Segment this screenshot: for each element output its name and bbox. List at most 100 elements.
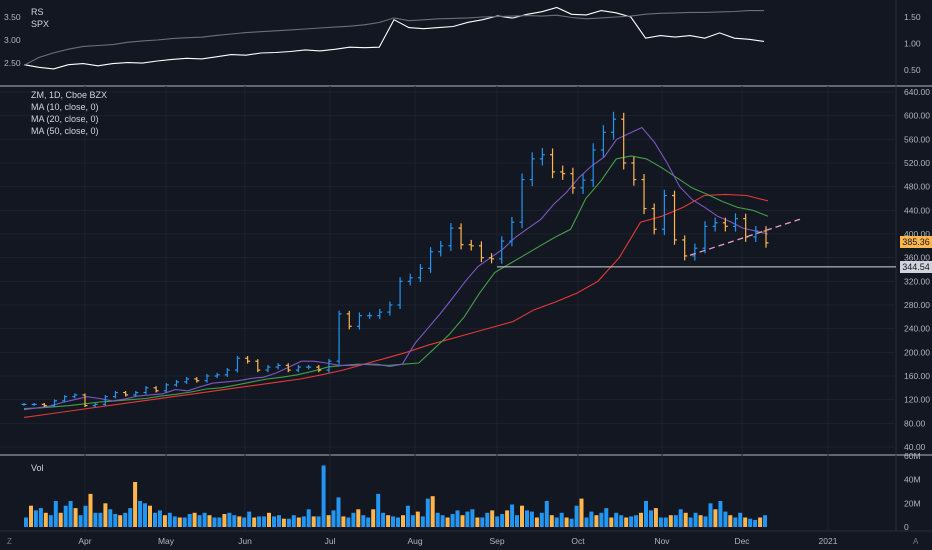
volume-bar [48,515,53,527]
volume-bar [192,512,197,527]
price-tick-label: 160.00 [904,371,930,381]
volume-bar [391,516,395,527]
price-bar [682,235,688,261]
volume-bar [574,505,579,527]
volume-bar [738,512,743,527]
volume-bar [673,515,678,527]
symbol-title[interactable]: ZM, 1D, Cboe BZX [31,90,108,100]
volume-bar [495,516,500,527]
volume-bar [366,517,371,527]
price-bar [580,174,586,194]
price-panel[interactable] [21,111,897,408]
volume-bar [257,516,262,527]
rs-legend-spx: SPX [31,19,50,29]
volume-bar [68,501,73,527]
price-legend: ZM, 1D, Cboe BZX MA (10, close, 0) MA (2… [31,89,107,137]
volume-bar [663,517,668,527]
volume-bar [321,465,326,527]
volume-bar [346,517,351,527]
volume-bar [217,517,222,527]
volume-bar [202,512,207,527]
price-bar [550,148,556,179]
volume-bar [247,511,252,527]
price-bar [621,112,627,170]
volume-title[interactable]: Vol [31,463,44,473]
price-bar [51,399,57,408]
price-bar [539,148,545,166]
timezone-icon[interactable]: Z [7,537,12,546]
volume-bar [559,512,564,527]
volume-bar [98,512,103,527]
price-bar [489,253,495,264]
volume-bar [594,515,599,527]
time-tick-label: Jul [325,536,336,546]
volume-bar [33,510,38,527]
volume-bar [629,516,634,527]
price-bar [509,216,515,247]
rs-panel[interactable] [23,6,765,70]
price-bar [336,310,342,365]
price-bar [417,264,423,283]
volume-bar [78,515,83,527]
volume-bar [371,509,376,528]
volume-bar [401,515,405,527]
price-bar [499,236,505,264]
volume-bar [649,510,653,527]
last-price-tag: 385.36 [900,236,932,248]
volume-bar [162,515,167,527]
price-bar [377,308,383,319]
price-bar [631,156,637,186]
price-bar [448,222,454,251]
ma10-line [23,126,769,411]
volume-bar [500,514,505,527]
ma50-legend[interactable]: MA (50, close, 0) [31,126,99,136]
volume-bar [331,510,336,527]
price-bar [21,402,27,406]
price-bar [102,395,108,406]
axes: 640.00 600.00 560.00 520.00 480.00 440.00 400.… [4,12,930,546]
price-bar [163,383,169,393]
ma20-legend[interactable]: MA (20, close, 0) [31,114,99,124]
price-bar [285,363,291,373]
price-bar [692,243,698,261]
auto-scale-icon[interactable]: A [913,537,919,546]
volume-bar [93,512,98,527]
price-bar [407,273,413,286]
volume-bar [197,515,202,527]
volume-bar [644,501,648,527]
volume-bar [440,515,445,527]
rs-legend-rs: RS [31,7,44,17]
price-tick-label: 240.00 [904,324,930,334]
price-bar [712,217,718,232]
volume-bar [227,512,232,527]
volume-bar [465,511,470,527]
volume-bar [118,515,123,527]
volume-bar [252,517,257,527]
price-bar [478,241,484,263]
price-tick-label: 520.00 [904,158,930,168]
rs-left-tick-label: 3.50 [4,12,21,22]
volume-bar [505,510,510,527]
price-bar [295,364,301,373]
volume-bar [703,516,708,527]
volume-bar [405,505,410,527]
volume-panel[interactable] [24,465,767,528]
volume-bar [688,517,693,527]
volume-bar [316,516,321,527]
volume-bar [520,505,524,527]
volume-bar [356,509,361,528]
volume-bar [262,516,267,527]
time-tick-label: Apr [78,536,91,546]
volume-bar [430,496,435,527]
volume-bar [718,501,723,527]
volume-bar [237,516,242,527]
time-tick-label: Dec [734,536,750,546]
rs-right-tick-label: 1.50 [904,12,921,22]
volume-bar [29,505,33,527]
price-bar [722,217,728,232]
volume-bar [539,512,544,527]
ma10-legend[interactable]: MA (10, close, 0) [31,102,99,112]
volume-bar [445,517,450,527]
volume-bar [103,503,108,527]
